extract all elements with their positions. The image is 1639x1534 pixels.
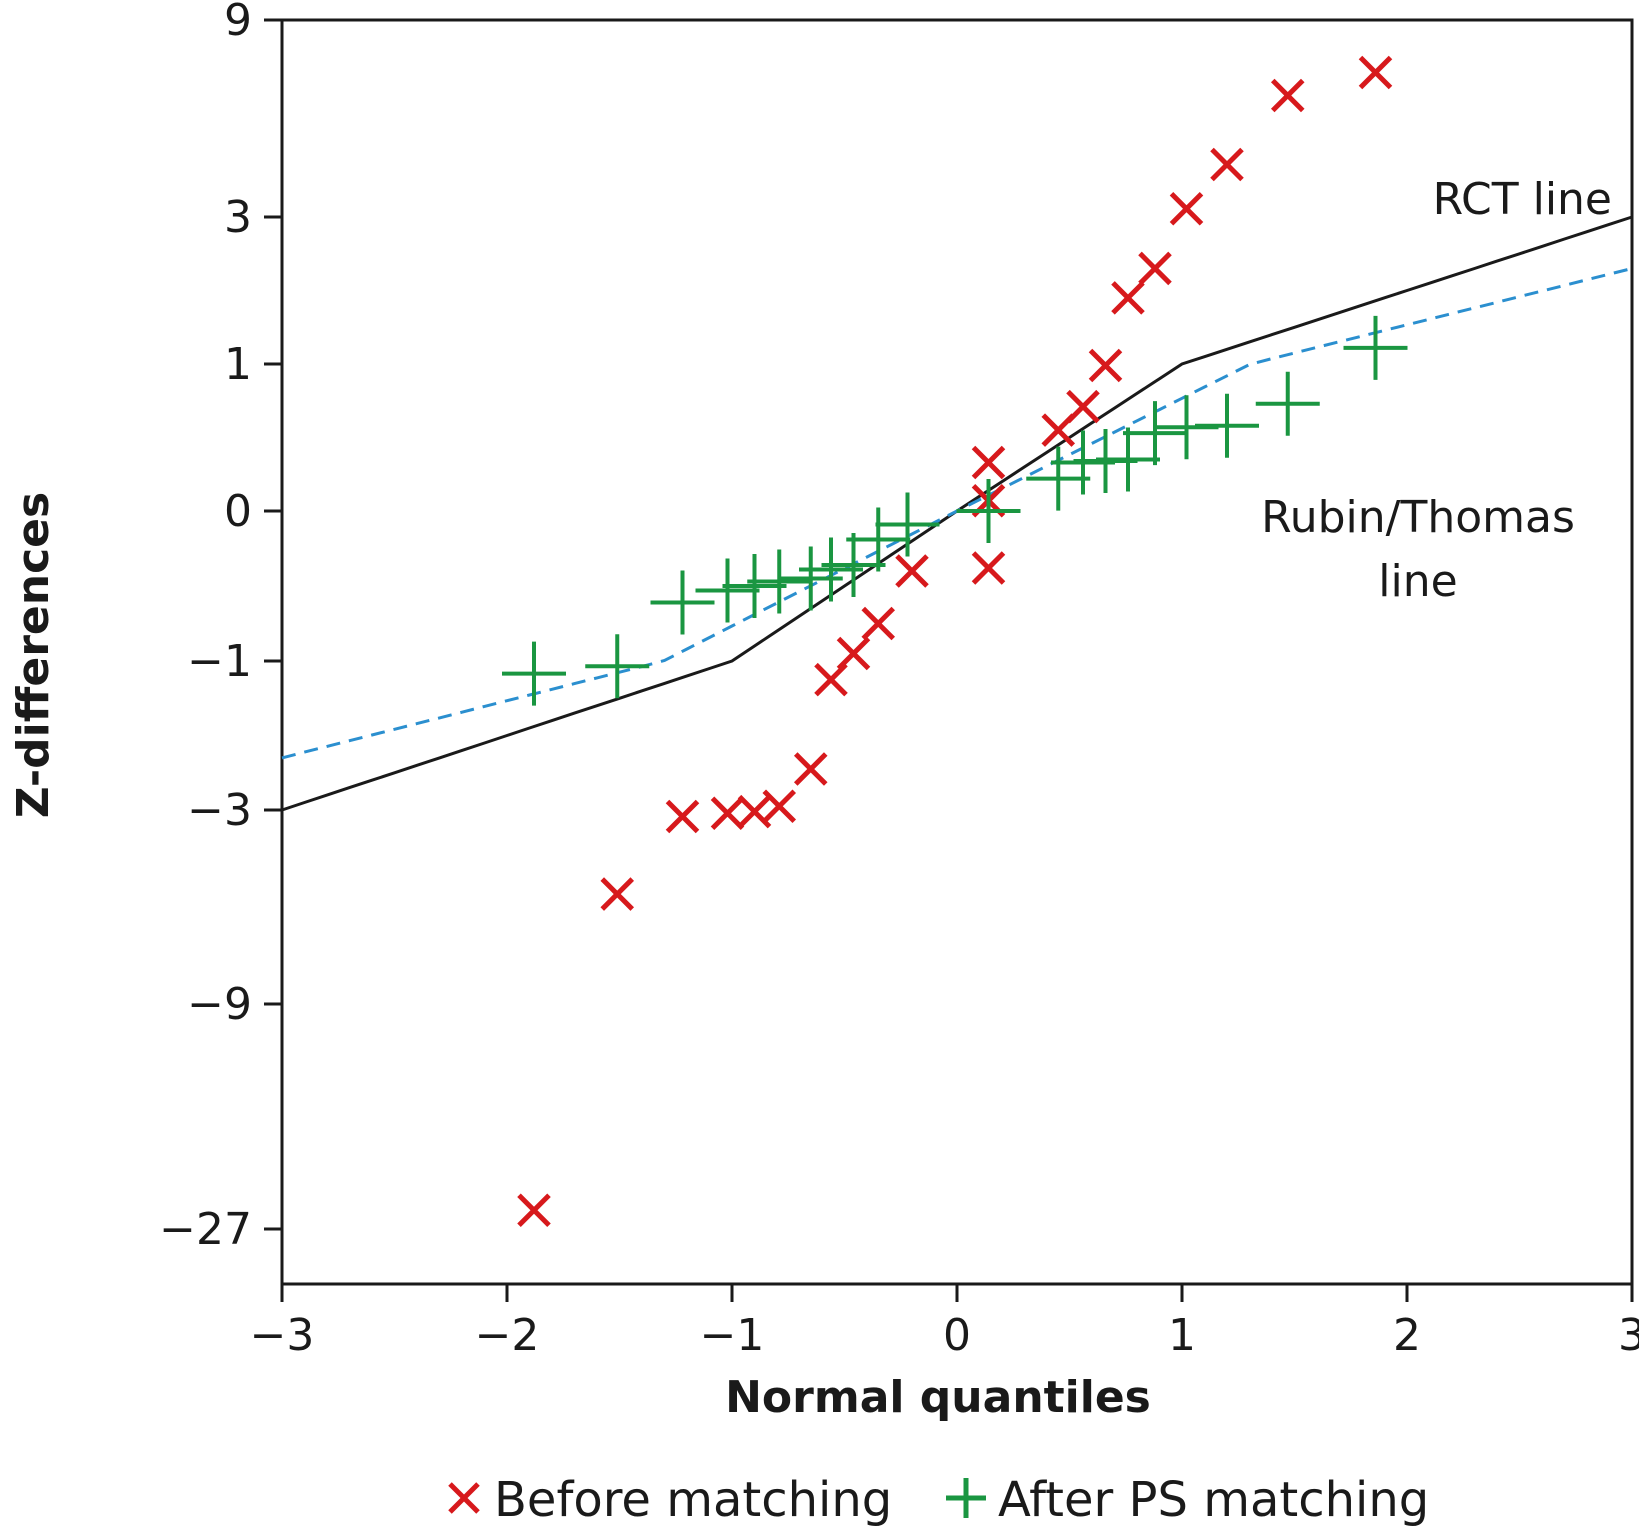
legend-before-label: Before matching [494, 1472, 892, 1528]
y-tick-label: −1 [187, 636, 252, 687]
x-axis-title: Normal quantiles [725, 1372, 1151, 1423]
after-matching-point [1096, 427, 1160, 492]
before-matching-point [836, 636, 871, 671]
after-matching-point [1255, 371, 1320, 436]
legend: Before matching After PS matching [448, 1472, 1429, 1528]
y-tick-label: 9 [224, 0, 252, 46]
after-matching-point [1123, 401, 1187, 466]
before-matching-point [517, 1193, 551, 1228]
legend-after-marker [946, 1478, 986, 1518]
y-axis-title: Z-differences [8, 492, 59, 818]
after-matching-point [1343, 315, 1408, 380]
before-matching-point [1138, 251, 1172, 286]
y-tick-label: −9 [187, 979, 252, 1030]
legend-before-marker [448, 1482, 480, 1514]
before-matching-point [895, 554, 929, 588]
before-matching-point [861, 606, 896, 641]
y-tick-label: −27 [159, 1204, 252, 1255]
after-matching-point [747, 549, 812, 614]
x-tick-label: −2 [475, 1310, 540, 1361]
y-tick-label: 0 [224, 486, 252, 537]
before-matching-point [814, 662, 848, 697]
before-matching-point [737, 794, 772, 829]
before-matching-point [971, 445, 1006, 480]
before-matching-point [762, 789, 797, 824]
after-matching-point [956, 479, 1021, 543]
after-matching-point [778, 546, 843, 611]
x-tick-label: −1 [700, 1310, 765, 1361]
before-matching-point [1358, 55, 1393, 90]
rubin-thomas-line-label: Rubin/Thomas [1261, 492, 1575, 543]
x-tick-label: 0 [943, 1310, 971, 1361]
before-matching-point [1066, 389, 1100, 424]
x-tick-label: 1 [1168, 1310, 1196, 1361]
before-matching-point [793, 752, 828, 786]
before-matching-point [1270, 78, 1305, 113]
x-tick-label: 2 [1393, 1310, 1421, 1361]
after-matching-point [650, 570, 715, 635]
before-matching-point [1210, 147, 1244, 182]
after-matching-point [875, 492, 940, 557]
before-matching-point [665, 799, 700, 834]
after-matching-point [1026, 446, 1091, 511]
before-matching-point [710, 796, 745, 831]
rubin-thomas-line-label-2: line [1378, 556, 1457, 607]
rct-line-label: RCT line [1433, 174, 1612, 225]
after-matching-point [1195, 393, 1259, 458]
plot-area-frame [280, 18, 1634, 1286]
before-matching-point [600, 877, 635, 911]
x-tick-label: 3 [1618, 1310, 1639, 1361]
before-matching-point [971, 551, 1006, 585]
after-matching-point [695, 558, 760, 623]
before-matching-point [1088, 348, 1123, 383]
after-matching-point [821, 533, 886, 597]
before-matching-point [1111, 281, 1145, 315]
after-matching-point [502, 641, 566, 706]
y-tick-label: 1 [224, 339, 252, 390]
y-tick-label: 3 [224, 192, 252, 243]
x-tick-label: −3 [250, 1310, 315, 1361]
y-tick-label: −3 [187, 785, 252, 836]
before-matching-point [1169, 192, 1204, 226]
legend-after-label: After PS matching [998, 1472, 1429, 1528]
after-matching-point [585, 634, 650, 699]
after-matching-point [846, 507, 911, 572]
after-matching-point [722, 554, 787, 618]
